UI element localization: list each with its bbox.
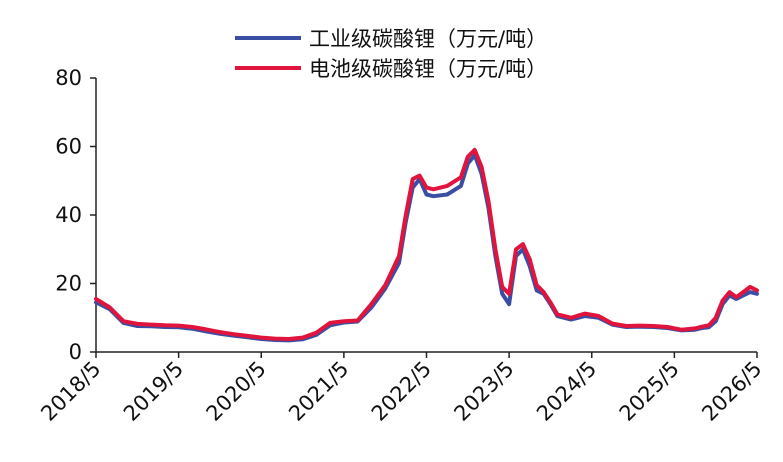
- x-tick-label: 2019/5: [119, 357, 188, 426]
- legend: 工业级碳酸锂（万元/吨） 电池级碳酸锂（万元/吨）: [235, 27, 547, 81]
- x-tick-label: 2024/5: [532, 357, 601, 426]
- legend-label-battery: 电池级碳酸锂（万元/吨）: [309, 57, 547, 81]
- y-tick-label: 20: [55, 272, 82, 296]
- x-tick-label: 2022/5: [367, 357, 436, 426]
- y-ticks: 0 20 40 60 80: [55, 66, 96, 364]
- x-tick-label: 2026/5: [697, 357, 766, 426]
- legend-label-industrial: 工业级碳酸锂（万元/吨）: [309, 27, 547, 51]
- x-tick-label: 2018/5: [36, 357, 105, 426]
- x-tick-label: 2025/5: [615, 357, 684, 426]
- x-tick-label: 2020/5: [202, 357, 271, 426]
- series-line-battery-lithium-carbonate: [94, 147, 759, 341]
- x-tick-label: 2023/5: [449, 357, 518, 426]
- y-tick-label: 80: [55, 66, 82, 90]
- x-tick-label: 2021/5: [284, 357, 353, 426]
- series-layer: [94, 147, 759, 343]
- series-line-industrial-lithium-carbonate: [94, 153, 759, 343]
- y-tick-label: 0: [69, 340, 82, 364]
- y-tick-label: 60: [55, 135, 82, 159]
- y-tick-label: 40: [55, 203, 82, 227]
- x-ticks: 2018/5 2019/5 2020/5 2021/5 2022/5 2023/5 2024…: [36, 352, 767, 426]
